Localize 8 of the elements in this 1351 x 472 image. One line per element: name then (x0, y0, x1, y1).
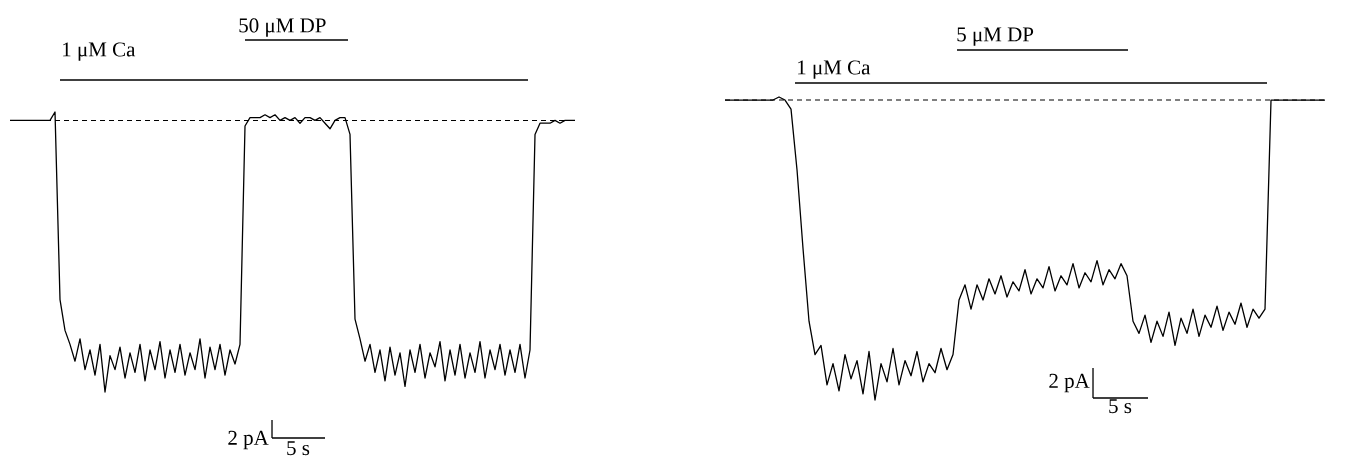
annotation: 2 pA (1049, 373, 1090, 393)
text: 5 s (287, 441, 310, 456)
text: 1 μM Ca (798, 60, 871, 79)
text: 5 μM DP (957, 27, 1034, 46)
text: 2 pA (228, 430, 269, 450)
annotation: 5 s (1109, 399, 1132, 414)
text: 50 μM DP (239, 18, 326, 37)
text: 1 μM Ca (63, 42, 136, 61)
